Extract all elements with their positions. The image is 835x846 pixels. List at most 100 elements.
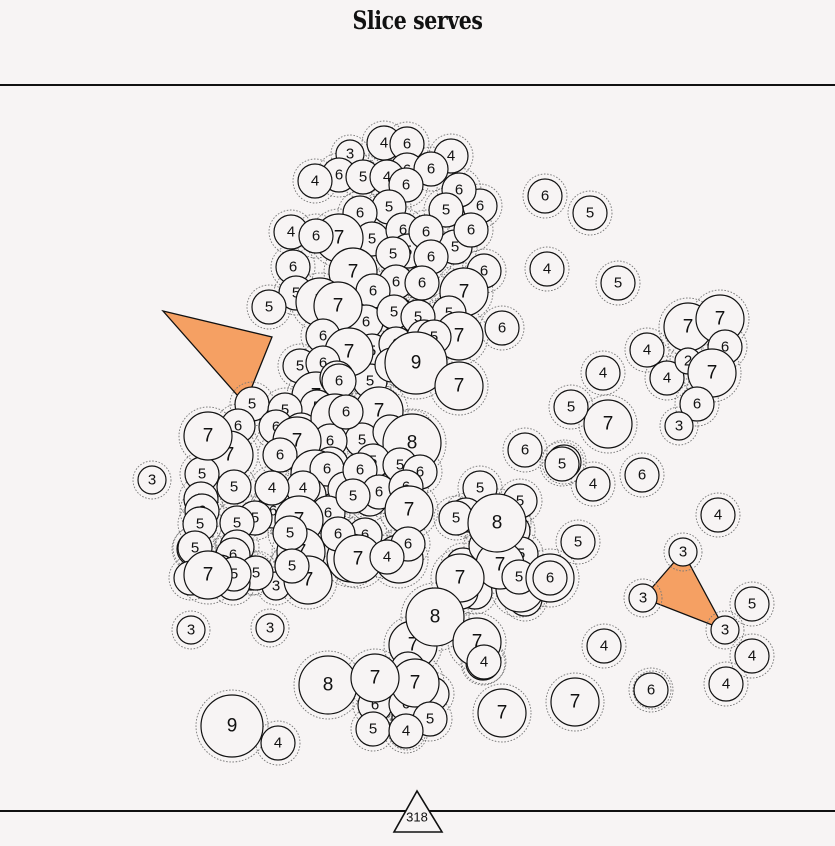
value-circle: 4 xyxy=(466,644,502,680)
value-circle-label: 6 xyxy=(229,547,237,564)
value-circle-label: 6 xyxy=(404,536,412,553)
value-circle: 5 xyxy=(572,195,608,231)
value-circle-label: 6 xyxy=(403,136,411,153)
value-circle-shape xyxy=(254,470,290,506)
value-circle-label: 5 xyxy=(430,329,438,346)
value-circle-label: 5 xyxy=(368,231,376,248)
value-circle-label: 5 xyxy=(390,304,398,321)
value-circle: 4 xyxy=(586,628,622,664)
value-circle-shape xyxy=(466,644,502,680)
value-circle-label: 3 xyxy=(679,544,687,561)
circle-halo xyxy=(524,246,570,292)
value-circle-shape xyxy=(633,672,669,708)
value-circle-shape xyxy=(183,550,233,600)
value-circle-label: 6 xyxy=(269,503,277,520)
value-circle: 6 xyxy=(275,249,311,285)
value-circle-shape xyxy=(369,539,405,575)
value-circle-label: 6 xyxy=(289,259,297,276)
value-circle-label: 5 xyxy=(445,305,453,322)
value-circle-label: 5 xyxy=(265,299,273,316)
value-circle-label: 7 xyxy=(715,309,726,330)
value-circle-label: 7 xyxy=(570,692,581,713)
value-circle-label: 6 xyxy=(342,404,350,421)
value-circle-label: 6 xyxy=(375,484,383,501)
value-circle-label: 7 xyxy=(454,376,465,397)
value-circle: 6 xyxy=(328,394,364,430)
value-circle-label: 6 xyxy=(272,419,280,436)
value-circle-label: 5 xyxy=(248,396,256,413)
value-circle-label: 6 xyxy=(312,228,320,245)
value-circle-label: 3 xyxy=(675,418,683,435)
value-circle-shape xyxy=(544,446,580,482)
circle-halo xyxy=(729,633,775,679)
value-circle-label: 7 xyxy=(408,635,419,656)
highlight-triangles xyxy=(161,309,727,632)
value-circle-shape xyxy=(260,725,296,761)
value-circle: 6 xyxy=(298,218,334,254)
value-circle-shape xyxy=(734,638,770,674)
value-circle-label: 6 xyxy=(324,505,332,522)
value-circle: 4 xyxy=(734,638,770,674)
value-circle-label: 6 xyxy=(356,205,364,222)
value-circle: 4 xyxy=(260,725,296,761)
circle-halo xyxy=(623,578,663,618)
value-circle-label: 6 xyxy=(362,314,370,331)
value-circle-label: 3 xyxy=(148,472,156,489)
value-circle-label: 7 xyxy=(410,673,421,694)
value-circle-label: 5 xyxy=(515,569,523,586)
value-circle-label: 7 xyxy=(455,568,466,589)
value-circle-label: 4 xyxy=(480,654,488,671)
value-circle-label: 4 xyxy=(663,370,671,387)
circle-halo xyxy=(570,461,616,507)
circle-halo xyxy=(472,683,532,743)
value-circle-shape xyxy=(328,394,364,430)
value-circle-label: 5 xyxy=(476,480,484,497)
value-circle-label: 6 xyxy=(546,570,554,587)
value-circle-label: 5 xyxy=(233,515,241,532)
counter-triangle-shape xyxy=(392,789,444,833)
value-circle: 3 xyxy=(664,411,694,441)
value-circle: 3 xyxy=(628,583,658,613)
value-circle-label: 6 xyxy=(467,222,475,239)
value-circle-label: 6 xyxy=(276,447,284,464)
value-circle-label: 9 xyxy=(411,353,422,374)
value-circle-shape xyxy=(572,195,608,231)
value-circle: 4 xyxy=(388,713,424,749)
value-circle-label: 4 xyxy=(599,365,607,382)
value-circle-label: 6 xyxy=(323,461,331,478)
value-circle-label: 4 xyxy=(722,676,730,693)
value-circle: 6 xyxy=(413,151,449,187)
value-circle-label: 5 xyxy=(230,479,238,496)
value-circle-label: 5 xyxy=(252,565,260,582)
value-circle: 4 xyxy=(629,332,665,368)
value-circle: 4 xyxy=(575,466,611,502)
value-circle-label: 3 xyxy=(346,146,354,163)
value-circle: 9 xyxy=(384,331,448,395)
value-circle-label: 5 xyxy=(614,275,622,292)
value-circle-label: 2 xyxy=(684,353,692,370)
circle-halo xyxy=(522,173,568,219)
value-circle-label: 5 xyxy=(586,205,594,222)
value-circle-label: 5 xyxy=(389,246,397,263)
value-circle-label: 6 xyxy=(319,355,327,372)
value-circle-label: 7 xyxy=(353,549,364,570)
value-circle: 3 xyxy=(668,537,698,567)
value-circle-label: 6 xyxy=(638,467,646,484)
value-circle-label: 6 xyxy=(427,161,435,178)
value-circle-shape xyxy=(274,548,310,584)
value-circle-label: 7 xyxy=(224,445,235,466)
circle-halo xyxy=(624,327,670,373)
value-circle-shape xyxy=(507,432,543,468)
value-circle-label: 6 xyxy=(326,433,334,450)
value-circle-shape xyxy=(710,615,740,645)
value-circle-shape xyxy=(434,361,484,411)
value-circle-shape xyxy=(388,713,424,749)
value-circle-label: 5 xyxy=(567,399,575,416)
circle-halo xyxy=(703,661,749,707)
value-circle-label: 3 xyxy=(272,578,280,595)
value-circle-shape xyxy=(428,192,464,228)
value-circles: 4643664564666556554675666566766675566676… xyxy=(137,125,770,761)
value-circle-label: 6 xyxy=(416,464,424,481)
value-circle: 5 xyxy=(553,389,589,425)
